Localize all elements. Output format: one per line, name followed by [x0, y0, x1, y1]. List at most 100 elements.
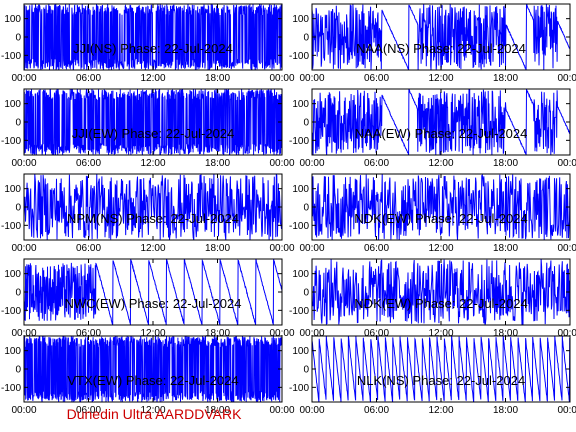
panels: 100 0 -100 00:00 06:00 12:00 18:00 00:00 JJI(NS)…	[1, 3, 576, 416]
x-tick-label: 12:00	[140, 243, 165, 254]
x-tick-label: 00:00	[299, 158, 324, 169]
y-tick-label: 0	[15, 203, 21, 214]
x-tick-label: 06:00	[76, 243, 101, 254]
chart-panel: 100 0 -100 00:00 06:00 12:00 18:00 00:00 JJI(NS)…	[1, 3, 295, 84]
x-tick-label: 00:00	[11, 405, 36, 416]
x-tick-label: 00:00	[557, 158, 576, 169]
x-tick-label: 00:00	[11, 73, 36, 84]
x-tick-label: 00:00	[299, 328, 324, 339]
x-tick-label: 00:00	[557, 243, 576, 254]
y-tick-label: -100	[289, 136, 309, 147]
x-tick-label: 12:00	[428, 328, 453, 339]
y-tick-label: -100	[1, 136, 21, 147]
y-tick-label: 100	[292, 269, 309, 280]
y-tick-label: 0	[15, 118, 21, 129]
x-tick-label: 06:00	[364, 405, 389, 416]
chart-panel: 100 0 -100 00:00 06:00 12:00 18:00 00:00 VTX(EW)…	[1, 335, 295, 416]
x-tick-label: 00:00	[557, 405, 576, 416]
phase-series-line	[312, 89, 570, 155]
x-tick-label: 06:00	[364, 158, 389, 169]
panel-title: VTX(EW) Phase: 22-Jul-2024	[67, 373, 238, 388]
x-tick-label: 12:00	[428, 243, 453, 254]
phase-series-line	[24, 89, 282, 155]
x-tick-label: 00:00	[299, 405, 324, 416]
y-tick-label: 0	[303, 288, 309, 299]
x-tick-label: 18:00	[205, 243, 230, 254]
y-tick-label: -100	[289, 51, 309, 62]
panel-title: NAA(EW) Phase: 22-Jul-2024	[355, 126, 528, 141]
y-tick-label: 100	[4, 346, 21, 357]
phase-series-line	[24, 174, 282, 240]
x-tick-label: 00:00	[557, 328, 576, 339]
x-tick-label: 00:00	[269, 328, 294, 339]
x-tick-label: 00:00	[11, 243, 36, 254]
y-tick-label: -100	[1, 221, 21, 232]
x-tick-label: 18:00	[493, 405, 518, 416]
chart-panel: 100 0 -100 00:00 06:00 12:00 18:00 00:00 JJI(EW)…	[1, 88, 295, 169]
x-tick-label: 18:00	[205, 158, 230, 169]
panel-title: NPM(NS) Phase: 22-Jul-2024	[67, 211, 239, 226]
panel-title: NWC(EW) Phase: 22-Jul-2024	[65, 296, 242, 311]
panel-title: NLK(NS) Phase: 22-Jul-2024	[357, 373, 525, 388]
x-tick-label: 18:00	[205, 328, 230, 339]
x-tick-label: 00:00	[269, 158, 294, 169]
x-tick-label: 12:00	[140, 405, 165, 416]
x-tick-label: 00:00	[299, 73, 324, 84]
x-tick-label: 18:00	[205, 405, 230, 416]
x-tick-label: 12:00	[140, 158, 165, 169]
chart-panel: 100 0 -100 00:00 06:00 12:00 18:00 00:00 NAA(NS)…	[289, 3, 576, 84]
y-tick-label: 100	[4, 184, 21, 195]
x-tick-label: 18:00	[493, 243, 518, 254]
y-tick-label: 100	[292, 14, 309, 25]
y-tick-label: 0	[303, 365, 309, 376]
panel-title: NDK(EW) Phase: 22-Jul-2024	[354, 296, 527, 311]
y-tick-label: -100	[1, 383, 21, 394]
y-tick-label: 0	[303, 33, 309, 44]
chart-panel: 100 0 -100 00:00 06:00 12:00 18:00 00:00 NAA(EW)…	[289, 88, 576, 169]
x-tick-label: 06:00	[76, 158, 101, 169]
y-tick-label: 0	[15, 288, 21, 299]
x-tick-label: 18:00	[205, 73, 230, 84]
chart-panel: 100 0 -100 00:00 06:00 12:00 18:00 00:00 NWC(EW)…	[1, 258, 295, 339]
x-tick-label: 06:00	[76, 328, 101, 339]
y-tick-label: 100	[292, 346, 309, 357]
panel-title: JJI(NS) Phase: 22-Jul-2024	[73, 41, 233, 56]
x-tick-label: 00:00	[11, 158, 36, 169]
y-tick-label: 100	[292, 184, 309, 195]
y-tick-label: 100	[4, 99, 21, 110]
x-tick-label: 00:00	[11, 328, 36, 339]
panel-title: JJI(EW) Phase: 22-Jul-2024	[72, 126, 235, 141]
x-tick-label: 12:00	[140, 73, 165, 84]
x-tick-label: 00:00	[557, 73, 576, 84]
x-tick-label: 12:00	[428, 73, 453, 84]
phase-series-line	[312, 259, 570, 325]
y-tick-label: -100	[1, 306, 21, 317]
chart-panel: 100 0 -100 00:00 06:00 12:00 18:00 00:00 NDK(EW)…	[289, 258, 576, 339]
y-tick-label: 0	[303, 118, 309, 129]
y-tick-label: 0	[15, 33, 21, 44]
x-tick-label: 06:00	[76, 73, 101, 84]
x-tick-label: 12:00	[140, 328, 165, 339]
y-tick-label: 0	[15, 365, 21, 376]
phase-series-line	[24, 336, 282, 402]
y-tick-label: -100	[289, 306, 309, 317]
phase-series-line	[312, 174, 570, 240]
x-tick-label: 06:00	[364, 328, 389, 339]
x-tick-label: 12:00	[428, 158, 453, 169]
panel-title: NDK(EW) Phase: 22-Jul-2024	[354, 211, 527, 226]
x-tick-label: 06:00	[364, 73, 389, 84]
y-tick-label: -100	[1, 51, 21, 62]
y-tick-label: 0	[303, 203, 309, 214]
y-tick-label: 100	[292, 99, 309, 110]
x-tick-label: 18:00	[493, 328, 518, 339]
x-tick-label: 00:00	[269, 405, 294, 416]
x-tick-label: 12:00	[428, 405, 453, 416]
phase-series-line	[312, 336, 570, 402]
chart-panel: 100 0 -100 00:00 06:00 12:00 18:00 00:00 NLK(NS)…	[289, 335, 576, 416]
y-tick-label: -100	[289, 221, 309, 232]
chart-panel: 100 0 -100 00:00 06:00 12:00 18:00 00:00 NDK(EW)…	[289, 173, 576, 254]
chart-panel: 100 0 -100 00:00 06:00 12:00 18:00 00:00 NPM(NS)…	[1, 173, 295, 254]
x-tick-label: 00:00	[299, 243, 324, 254]
x-tick-label: 18:00	[493, 158, 518, 169]
